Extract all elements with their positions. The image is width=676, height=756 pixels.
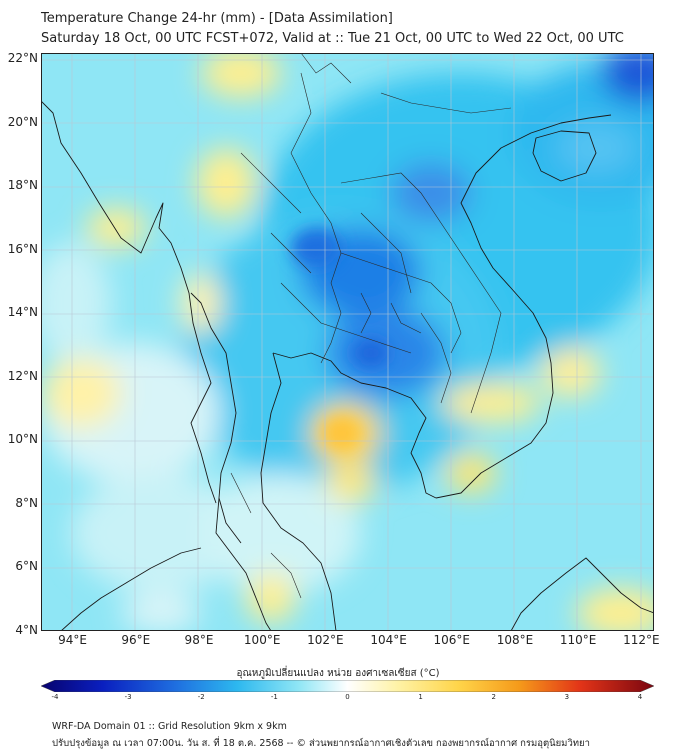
- colorbar-tick: -1: [270, 693, 278, 701]
- colorbar-tick: 4: [637, 693, 643, 701]
- lon-label: 110°E: [559, 633, 597, 647]
- footer-domain: WRF-DA Domain 01 :: Grid Resolution 9km …: [52, 721, 287, 732]
- colorbar-tick: -2: [197, 693, 205, 701]
- footer-credit: ปรับปรุงข้อมูล ณ เวลา 07:00น. วัน ส. ที่…: [52, 738, 590, 749]
- lon-label: 96°E: [121, 633, 151, 647]
- lon-label: 98°E: [184, 633, 214, 647]
- colorbar-tick: -4: [51, 693, 59, 701]
- lat-label: 16°N: [7, 241, 38, 256]
- lat-label: 20°N: [7, 114, 38, 129]
- colorbar-title: อุณหภูมิเปลี่ยนแปลง หน่วย องศาเซลเซียส (…: [236, 668, 440, 679]
- lon-label: 94°E: [58, 633, 88, 647]
- colorbar-tick: 3: [564, 693, 570, 701]
- coastlines: [41, 100, 654, 631]
- lat-label: 14°N: [7, 305, 38, 320]
- temperature-map: [41, 53, 654, 631]
- lat-label: 10°N: [7, 432, 38, 447]
- colorbar-tick: -3: [124, 693, 132, 701]
- lat-label: 12°N: [7, 368, 38, 383]
- colorbar-tick: 2: [491, 693, 496, 701]
- lon-label: 106°E: [433, 633, 471, 647]
- lon-label: 104°E: [370, 633, 407, 647]
- map-title: Temperature Change 24-hr (mm) - [Data As…: [41, 11, 393, 26]
- lat-label: 6°N: [15, 559, 38, 574]
- colorbar: [41, 680, 654, 692]
- lon-label: 102°E: [307, 633, 344, 647]
- lat-label: 8°N: [15, 495, 38, 510]
- colorbar-tick: 0: [345, 693, 350, 701]
- lon-label: 112°E: [623, 633, 660, 647]
- lon-label: 108°E: [496, 633, 534, 647]
- admin-borders: [230, 53, 512, 599]
- colorbar-tick: 1: [418, 693, 423, 701]
- lon-label: 100°E: [243, 633, 281, 647]
- map-subtitle: Saturday 18 Oct, 00 UTC FCST+072, Valid …: [41, 31, 624, 46]
- map-frame: [41, 53, 654, 631]
- lat-label: 4°N: [15, 623, 38, 637]
- lat-label: 22°N: [7, 51, 38, 66]
- lat-label: 18°N: [7, 178, 38, 193]
